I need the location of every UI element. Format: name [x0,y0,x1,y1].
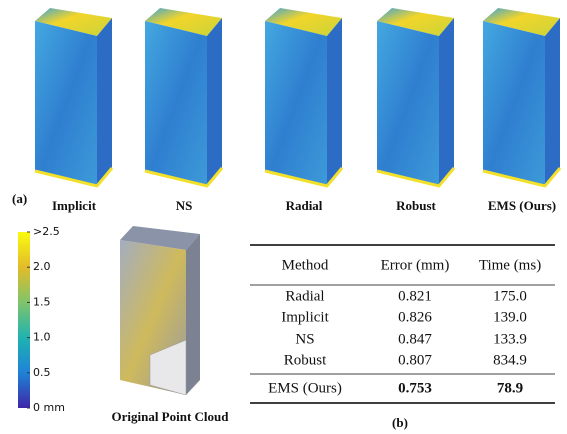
edge [264,167,344,188]
method-label: NS [176,198,193,213]
colorbar-label: 2.0 [33,260,51,273]
table-cell: 133.9 [493,331,527,347]
side-face [439,18,454,186]
table-cell: 0.753 [398,380,432,396]
colorbar [18,232,30,408]
table-cell: 0.807 [398,352,432,368]
table-cell: 0.847 [398,331,432,347]
colorbar-label: 0.5 [33,366,51,379]
method-label: Radial [286,198,323,213]
edge [482,167,562,188]
colorbar-label: 1.0 [33,331,51,344]
method-label: Implicit [52,198,97,213]
table-cell: Implicit [281,309,329,325]
colorbar-ticks: >2.5 2.0 1.5 1.0 0.5 0 mm [27,225,65,414]
table-header: Time (ms) [479,257,541,273]
front-face [145,21,207,186]
top-face [35,8,112,36]
render [144,8,224,188]
table-cell: EMS (Ours) [268,380,342,396]
side-face [545,18,560,186]
edge [144,167,224,188]
side-face [327,18,342,186]
table-cell: Robust [284,352,327,368]
render [264,8,344,188]
side-face [97,18,112,186]
table-cell: 0.821 [398,288,432,304]
table-cell: 175.0 [493,288,527,304]
top-face [483,8,560,36]
render [376,8,456,188]
edge [376,167,456,188]
method-label: Robust [396,198,436,213]
table-cell: Radial [285,288,324,304]
point-cloud [120,226,200,396]
table-cell: 834.9 [493,352,527,368]
table-header: Method [282,257,329,273]
top-face [265,8,342,36]
table-cell: 78.9 [497,380,523,396]
render [34,8,114,188]
front-face [265,21,327,186]
render [482,8,562,188]
point-cloud-label: Original Point Cloud [111,409,229,424]
table-cell: 0.826 [398,309,432,325]
front-face [483,21,545,186]
front-face [35,21,97,186]
table-tag: (b) [392,415,408,430]
side-face [207,18,222,186]
top-face [377,8,454,36]
colorbar-label: 1.5 [33,295,51,308]
edge [34,167,114,188]
method-label: EMS (Ours) [488,198,556,213]
results-table: Method Error (mm) Time (ms) Radial 0.821 175.… [268,257,541,396]
colorbar-label: >2.5 [33,225,60,238]
front-face [377,21,439,186]
heatmap-renders: Implicit NS Radial Robust EMS (Ours) [34,8,562,213]
table-cell: 139.0 [493,309,527,325]
table-header: Error (mm) [381,257,450,273]
colorbar-label: 0 mm [33,401,65,414]
table-cell: NS [295,331,314,347]
top-face [145,8,222,36]
panel-tag: (a) [12,191,27,206]
